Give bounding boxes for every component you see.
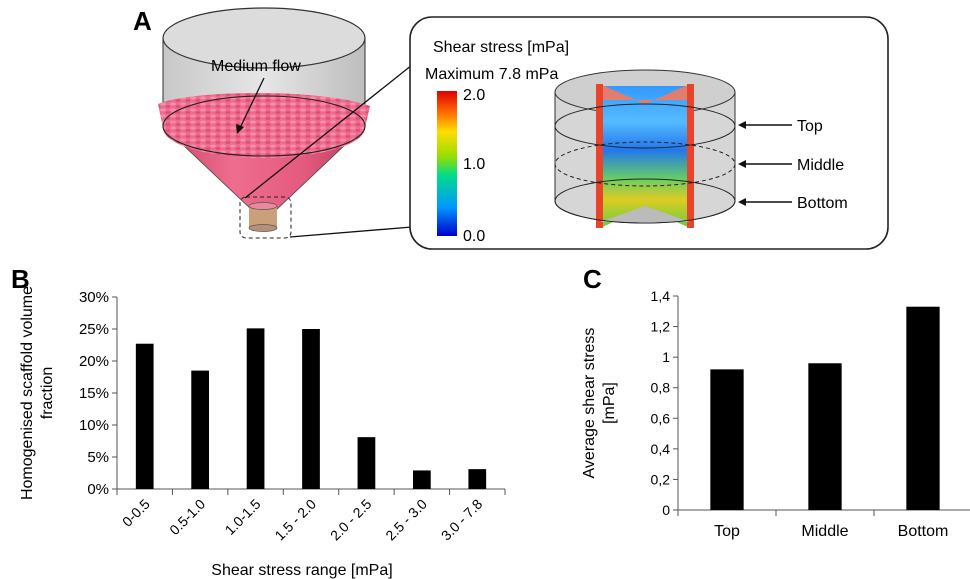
chart-b: 0% 5% 10% 15% 20% 25% 30% 0-0.5 0.5-1.0 1.0-1.5 1.… [19, 286, 506, 579]
panel-c-letter: C [583, 264, 602, 294]
chart-b-y-tick-label: 10% [79, 417, 109, 434]
chart-c-y-axis-label: [mPa] [601, 382, 618, 424]
scaffold-shear-render [554, 69, 736, 228]
chart-c-y-tick-label: 0,4 [651, 441, 671, 457]
bioreactor-illustration: Medium flow [158, 7, 413, 239]
chart-c-y-axis-label: Average shear stress [581, 328, 598, 479]
medium-flow-label: Medium flow [211, 58, 301, 75]
chart-c-bar [808, 363, 842, 510]
zoom-line-bottom [289, 226, 413, 238]
foam-surface [158, 93, 370, 158]
panel-a-letter: A [133, 6, 152, 36]
zoom-line-top [244, 64, 413, 199]
chart-c: 0 0,2 0,4 0,6 0,8 1 1,2 1,4 Top Middle Bottom Avera… [581, 288, 970, 540]
chart-c-y-tick-label: 0 [662, 502, 670, 518]
chart-c-y-tick-label: 1,4 [651, 288, 671, 304]
chart-b-y-tick-label: 25% [79, 321, 109, 338]
colorbar-title: Shear stress [mPa] [433, 39, 569, 56]
chart-b-category-label: 1.5 - 2.0 [271, 496, 319, 544]
chart-b-y-axis-label: Homogenised scaffold volume [19, 286, 36, 500]
region-arrowhead-middle [738, 160, 746, 168]
colorbar-tick-mid: 1.0 [463, 156, 485, 173]
panel-b-letter: B [11, 264, 30, 294]
chart-c-bar [710, 369, 744, 510]
small-scaffold-top [248, 202, 278, 210]
chart-b-category-label: 3.0 - 7.8 [438, 496, 486, 544]
colorbar-tick-max: 2.0 [463, 87, 485, 104]
medium-flow-arrow [239, 77, 265, 129]
zoom-box [239, 196, 292, 239]
chart-c-bar [906, 306, 940, 510]
medium-flow-arrowhead [236, 124, 244, 134]
chart-c-y-tick-label: 0,6 [651, 410, 671, 426]
region-label-middle: Middle [797, 157, 844, 174]
chart-c-y-tick-label: 0,2 [651, 471, 671, 487]
cone-rim [162, 95, 366, 157]
chart-b-bar [246, 328, 265, 489]
region-arrowhead-top [738, 121, 746, 129]
region-label-top: Top [797, 118, 823, 135]
chart-b-category-label: 0.5-1.0 [166, 496, 208, 538]
chart-b-x-axis-label: Shear stress range [mPa] [211, 562, 392, 579]
cylinder-top [162, 7, 366, 69]
chart-c-category-label: Top [714, 523, 740, 540]
chart-b-category-label: 2.5 - 3.0 [382, 496, 430, 544]
region-label-bottom: Bottom [797, 195, 848, 212]
chart-b-category-label: 0-0.5 [119, 496, 153, 530]
maximum-label: Maximum 7.8 mPa [425, 66, 558, 83]
chart-b-y-axis-label: fraction [39, 367, 56, 419]
chart-c-y-tick-label: 1 [662, 349, 670, 365]
colorbar [437, 91, 457, 236]
colorbar-tick-min: 0.0 [463, 228, 485, 245]
chart-b-bar [191, 370, 210, 489]
chart-c-category-label: Bottom [898, 523, 949, 540]
chart-c-y-tick-label: 1,2 [651, 319, 671, 335]
chart-b-y-tick-label: 30% [79, 289, 109, 306]
chart-b-y-tick-label: 5% [87, 449, 109, 466]
chart-b-category-label: 1.0-1.5 [222, 496, 264, 538]
chart-b-bar [302, 329, 320, 489]
chart-b-bar [412, 470, 431, 489]
region-arrowhead-bottom [738, 198, 746, 206]
chart-b-y-tick-label: 0% [87, 481, 109, 498]
chart-c-y-tick-label: 0,8 [651, 380, 671, 396]
chart-b-y-tick-label: 15% [79, 385, 109, 402]
chart-c-category-label: Middle [801, 523, 848, 540]
chart-b-bar [357, 437, 376, 489]
chart-b-category-label: 2.0 - 2.5 [327, 496, 375, 544]
chart-b-bar [468, 469, 487, 489]
chart-b-y-tick-label: 20% [79, 353, 109, 370]
small-scaffold-bottom [248, 224, 278, 232]
chart-b-bar [135, 343, 154, 489]
